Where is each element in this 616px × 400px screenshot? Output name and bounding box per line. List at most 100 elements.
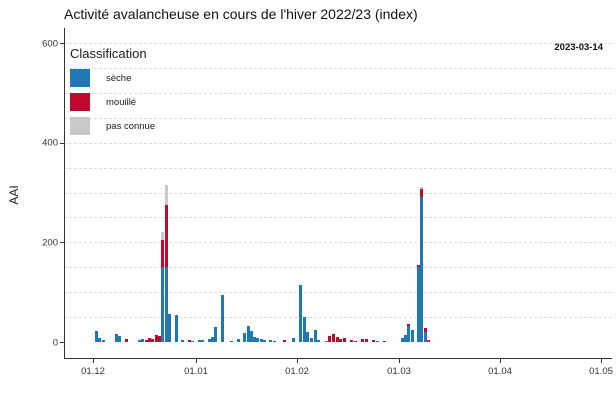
bar-segment-dry: [191, 340, 195, 342]
date-annotation: 2023-03-14: [554, 42, 603, 53]
legend-swatch-dry: [70, 69, 90, 87]
bar-segment-unknown: [420, 186, 424, 189]
y-axis-line: [64, 28, 65, 359]
bar-segment-wet: [339, 339, 343, 342]
bar-segment-dry: [236, 339, 240, 342]
bar-segment-dry: [292, 338, 296, 342]
bar-segment-wet: [353, 340, 357, 342]
bar-segment-wet: [187, 339, 191, 342]
gridline-600: [64, 43, 612, 44]
bar-segment-wet: [124, 339, 128, 342]
bar-segment-dry: [269, 340, 273, 342]
x-tick-label: 01.01: [184, 366, 208, 377]
bar-segment-dry: [197, 340, 201, 342]
bar-segment-dry: [141, 338, 145, 342]
legend-items: sèche mouillé pas connue: [70, 69, 155, 135]
bar-segment-dry: [302, 317, 306, 342]
bar-segment-dry: [400, 338, 404, 342]
y-tick-mark: [60, 142, 64, 144]
bar-segment-dry: [181, 340, 185, 342]
bar-segment-wet: [350, 339, 354, 342]
bar-segment-dry: [243, 333, 247, 342]
bar-segment-dry: [426, 340, 430, 342]
y-tick-label: 600: [42, 38, 58, 49]
bar-segment-dry: [210, 337, 214, 342]
bar-segment-wet: [372, 339, 375, 342]
legend-label: pas connue: [106, 120, 156, 132]
y-axis-title: AAI: [7, 185, 21, 205]
bar-segment-dry: [94, 331, 98, 342]
legend-title: Classification: [70, 46, 147, 61]
bar-segment-wet: [335, 337, 339, 342]
x-tick-mark: [399, 359, 400, 363]
y-tick-label: 0: [52, 337, 58, 348]
bar-segment-dry: [417, 267, 420, 342]
bar-segment-dry: [161, 267, 165, 342]
gridline-350: [64, 167, 612, 169]
legend-swatch-wet: [70, 93, 90, 111]
x-tick-mark: [297, 359, 298, 363]
bar-segment-wet: [164, 205, 168, 268]
bar-segment-wet: [161, 239, 165, 268]
bar-segment-wet: [158, 336, 161, 342]
bar-segment-dry: [324, 340, 328, 342]
bar-segment-unknown: [161, 232, 165, 240]
bar-segment-wet: [342, 338, 346, 342]
bar-segment-dry: [174, 314, 178, 342]
bar-segment-wet: [148, 338, 151, 342]
bar-segment-dry: [259, 339, 263, 342]
legend-label: sèche: [106, 72, 132, 84]
legend-item-unknown: pas connue: [70, 117, 155, 135]
y-tick-label: 200: [42, 237, 58, 249]
x-tick-label: 01.03: [387, 366, 411, 377]
bar-segment-wet: [423, 328, 427, 332]
bar-segment-dry: [404, 334, 407, 342]
bar-segment-dry: [164, 267, 168, 342]
bar-segment-dry: [98, 337, 102, 342]
y-tick-mark: [60, 242, 64, 244]
bar-segment-dry: [313, 329, 317, 342]
bar-segment-dry: [272, 340, 276, 342]
y-tick-mark: [60, 43, 64, 44]
gridline-150: [64, 267, 612, 269]
bar-segment-unknown: [164, 185, 168, 205]
bar-segment-wet: [151, 339, 155, 342]
gridline-500: [64, 92, 612, 94]
y-tick-mark: [60, 342, 64, 343]
legend-item-wet: mouillé: [70, 93, 155, 111]
bar-segment-dry: [253, 336, 257, 342]
bar-segment-dry: [420, 196, 424, 342]
bar-segment-dry: [407, 326, 411, 342]
bar-segment-dry: [214, 327, 217, 342]
x-axis-line: [64, 358, 612, 359]
bar-segment-wet: [382, 341, 386, 342]
gridline-50: [64, 317, 612, 319]
bar-segment-dry: [375, 340, 379, 342]
x-tick-label: 01.05: [589, 366, 613, 377]
legend-item-dry: sèche: [70, 69, 155, 87]
bar-segment-wet: [417, 264, 420, 268]
bar-segment-dry: [101, 340, 105, 342]
gridline-400: [64, 142, 612, 144]
bar-segment-dry: [317, 339, 321, 342]
bar-segment-dry: [118, 335, 122, 342]
x-tick-label: 01.04: [488, 366, 512, 377]
bar-segment-wet: [282, 340, 286, 342]
legend-label: mouillé: [106, 96, 137, 108]
x-tick-mark: [601, 359, 602, 363]
bar-segment-wet: [331, 334, 335, 342]
x-tick-mark: [500, 359, 501, 363]
bar-segment-dry: [220, 294, 224, 342]
gridline-450: [64, 117, 612, 119]
bar-segment-wet: [154, 335, 158, 342]
bar-segment-wet: [364, 338, 368, 342]
bar-segment-dry: [114, 333, 118, 342]
bar-segment-wet: [407, 323, 411, 327]
x-tick-label: 01.02: [285, 366, 309, 377]
bar-segment-dry: [230, 340, 234, 342]
legend-swatch-unknown: [70, 117, 90, 135]
bar-segment-dry: [167, 313, 171, 342]
bar-segment-dry: [423, 332, 427, 342]
x-tick-mark: [93, 359, 94, 363]
bar-segment-wet: [361, 339, 365, 342]
